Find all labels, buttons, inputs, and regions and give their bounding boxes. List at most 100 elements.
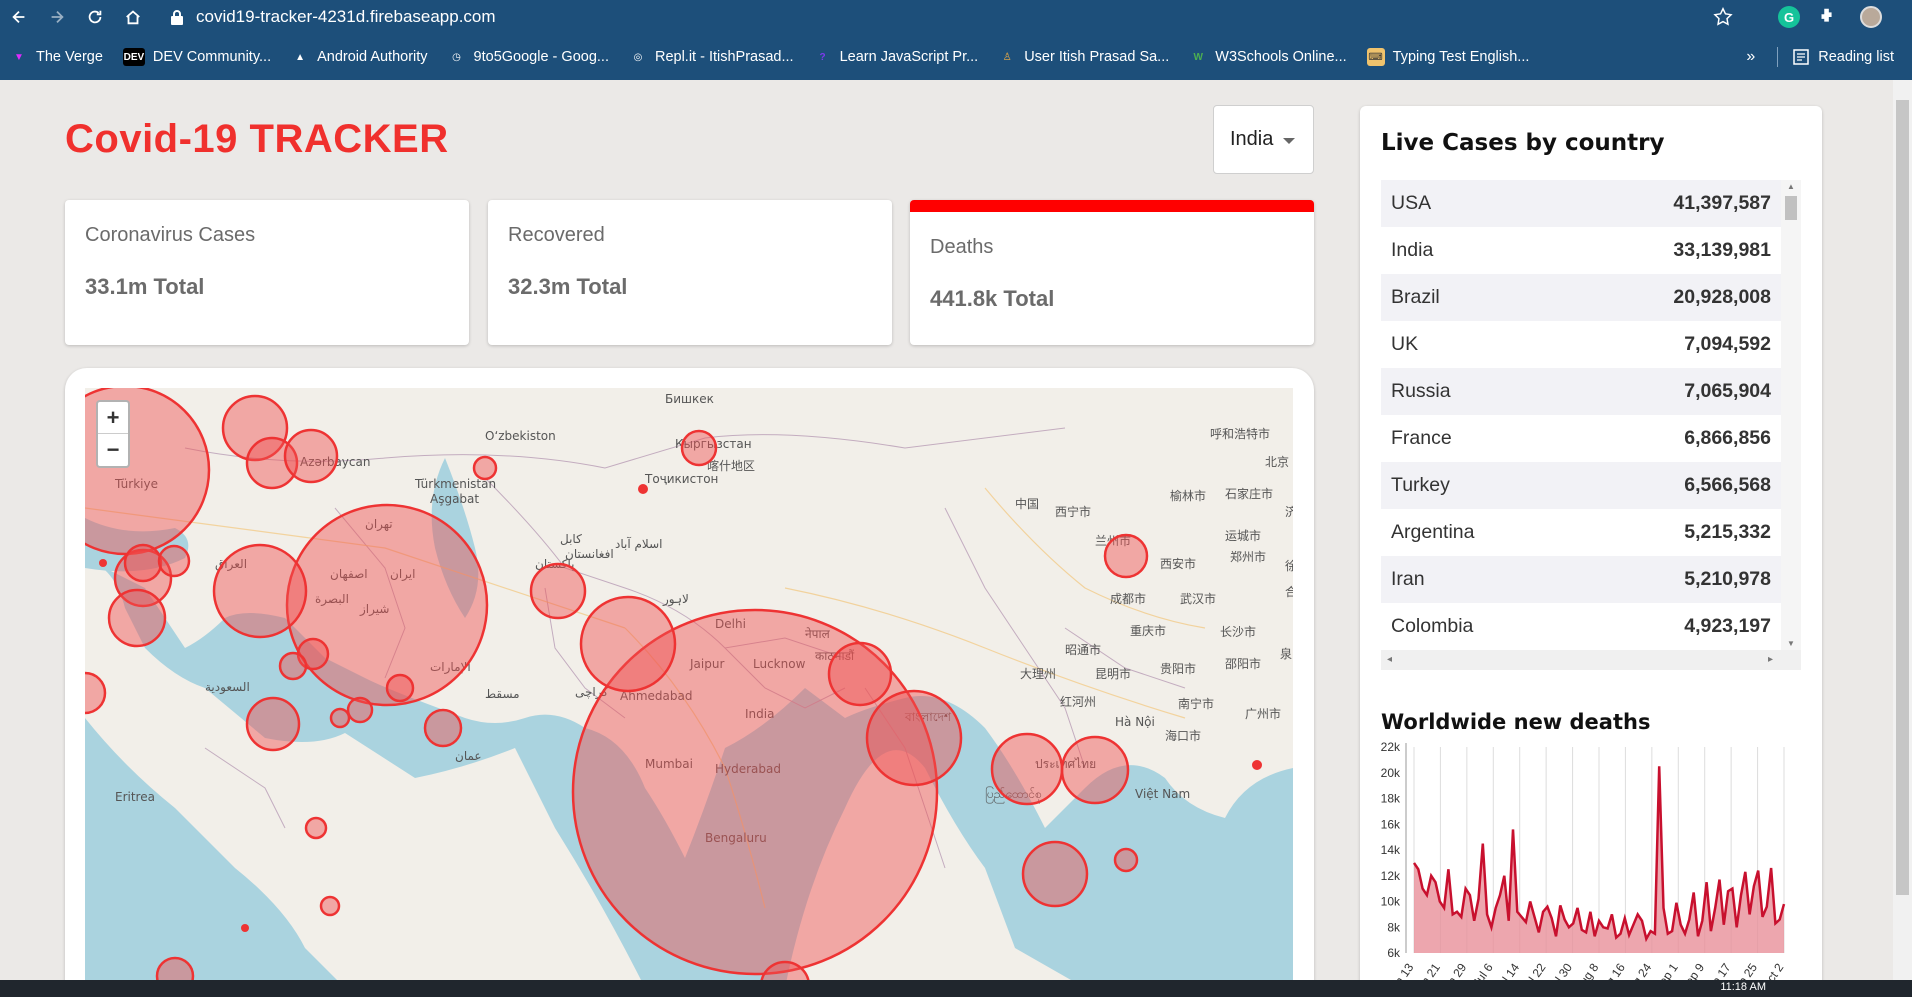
scroll-up-icon[interactable]: ▲ — [1787, 182, 1795, 191]
map-label: افغانستان — [565, 547, 614, 561]
case-circles — [85, 388, 1149, 988]
table-row[interactable]: Brazil 20,928,008 — [1381, 274, 1781, 321]
map-label: 呼和浩特市 — [1210, 426, 1270, 441]
profile-avatar[interactable] — [1860, 6, 1882, 28]
map-label: Delhi — [715, 617, 746, 631]
page-scrollbar[interactable] — [1893, 80, 1912, 997]
case-count: 5,215,332 — [1684, 521, 1771, 543]
cases-table[interactable]: USA 41,397,587 India 33,139,981 Brazil 20,928… — [1381, 180, 1801, 650]
map-label: العراق — [215, 557, 247, 572]
recovered-card[interactable]: Recovered 32.3m Total — [488, 200, 892, 345]
home-button[interactable] — [114, 0, 152, 34]
series-line — [1412, 766, 1786, 943]
case-count: 7,094,592 — [1684, 333, 1771, 355]
map-card: Бишкек Oʻzbekiston Кыргызстан 喀什地区 Türkmenis… — [65, 368, 1314, 997]
pakistan-circle — [579, 595, 677, 693]
table-body: USA 41,397,587 India 33,139,981 Brazil 20,928… — [1381, 180, 1781, 650]
y-tick-label: 8k — [1387, 920, 1401, 934]
bangladesh-circle — [865, 689, 963, 787]
bookmarks-bar: ▼ The Verge DEV DEV Community... ▲ Android … — [0, 34, 1912, 80]
yemen-circle — [304, 816, 328, 840]
map-label: Eritrea — [115, 790, 155, 804]
reload-button[interactable] — [76, 0, 114, 34]
iran-circle — [285, 503, 489, 707]
bookmark-learn-javascript[interactable]: ? Learn JavaScript Pr... — [814, 48, 979, 66]
table-row[interactable]: France 6,866,856 — [1381, 415, 1781, 462]
bookmark-android-authority[interactable]: ▲ Android Authority — [291, 48, 427, 66]
address-bar[interactable]: covid19-tracker-4231d.firebaseapp.com — [170, 3, 1726, 31]
bookmark-the-verge[interactable]: ▼ The Verge — [10, 48, 103, 66]
lebanon-circle — [123, 543, 163, 583]
uae-circle — [385, 673, 415, 703]
china-lanzhou-circle — [1103, 533, 1149, 579]
zoom-out-button[interactable]: − — [106, 437, 120, 462]
map-label: 合 — [1285, 584, 1293, 599]
myanmar-circle — [990, 732, 1064, 806]
scroll-left-icon[interactable]: ◂ — [1387, 654, 1393, 665]
bookmark-dev-community[interactable]: DEV DEV Community... — [122, 48, 272, 66]
9to5google-icon: ◷ — [452, 51, 461, 63]
map-label: 武汉市 — [1180, 591, 1216, 606]
back-arrow-icon — [12, 10, 25, 24]
selected-country: India — [1230, 128, 1274, 150]
country-dropdown[interactable]: India — [1213, 105, 1314, 174]
bookmark-9to5google[interactable]: ◷ 9to5Google - Goog... — [448, 48, 609, 66]
map-label: Türkiye — [114, 477, 158, 491]
table-row[interactable]: Turkey 6,566,568 — [1381, 462, 1781, 509]
kyrgyzstan-circle — [680, 429, 718, 467]
bookmark-replit[interactable]: ◎ Repl.it - ItishPrasad... — [629, 48, 794, 66]
more-bookmarks-button[interactable]: » — [1746, 48, 1756, 65]
bookmark-typing-test[interactable]: ⌨ Typing Test English... — [1366, 48, 1530, 66]
bookmark-star-icon[interactable] — [1712, 6, 1734, 28]
table-row[interactable]: Iran 5,210,978 — [1381, 556, 1781, 603]
nepal-circle — [827, 641, 893, 707]
map-label: Jaipur — [689, 657, 724, 671]
url-text: covid19-tracker-4231d.firebaseapp.com — [196, 7, 496, 26]
table-horizontal-scrollbar[interactable]: ◂ ▸ — [1381, 650, 1801, 670]
scroll-right-icon[interactable]: ▸ — [1767, 654, 1773, 665]
reading-list-button[interactable]: Reading list — [1818, 49, 1894, 65]
country-name: Colombia — [1391, 615, 1474, 637]
egypt-circle — [85, 671, 107, 715]
table-row[interactable]: India 33,139,981 — [1381, 227, 1781, 274]
forward-button[interactable] — [38, 0, 76, 34]
bookmark-user-itish[interactable]: ♙ User Itish Prasad Sa... — [998, 48, 1170, 66]
grammarly-icon[interactable]: G — [1778, 6, 1800, 28]
replit-icon: ◎ — [633, 51, 643, 63]
uzbekistan-circle — [472, 455, 498, 481]
page-scroll-thumb[interactable] — [1896, 100, 1909, 895]
map-label: 济 — [1285, 504, 1293, 519]
cases-card[interactable]: Coronavirus Cases 33.1m Total — [65, 200, 469, 345]
scroll-thumb[interactable] — [1785, 196, 1797, 220]
zoom-in-button[interactable]: + — [98, 402, 128, 434]
extensions-icon[interactable] — [1816, 6, 1838, 28]
scroll-down-icon[interactable]: ▼ — [1787, 639, 1795, 648]
map-label: Hyderabad — [715, 762, 781, 776]
app-title: Covid-19 TRACKER — [65, 117, 449, 161]
country-name: India — [1391, 239, 1434, 261]
map-label: 西安市 — [1160, 556, 1196, 571]
bahrain-circle — [329, 707, 351, 729]
table-row[interactable]: Argentina 5,215,332 — [1381, 509, 1781, 556]
verge-icon: ▼ — [14, 51, 24, 63]
georgia-circle — [221, 394, 289, 462]
table-row[interactable]: Russia 7,065,904 — [1381, 368, 1781, 415]
javascript-icon: ? — [819, 51, 826, 63]
card-value: 33.1m Total — [85, 274, 205, 299]
table-vertical-scrollbar[interactable]: ▲ ▼ — [1781, 180, 1801, 650]
deaths-card[interactable]: Deaths 441.8k Total — [910, 200, 1314, 345]
oman-circle — [423, 708, 463, 748]
y-tick-label: 14k — [1381, 843, 1401, 857]
map-label: 昆明市 — [1095, 666, 1131, 681]
android-authority-icon: ▲ — [295, 51, 306, 63]
map-label: 昭通市 — [1065, 642, 1101, 657]
map-labels: Бишкек Oʻzbekiston Кыргызстан 喀什地区 Türkmenis… — [114, 392, 1293, 845]
world-map[interactable]: Бишкек Oʻzbekiston Кыргызстан 喀什地区 Türkmenis… — [85, 388, 1293, 988]
table-row[interactable]: UK 7,094,592 — [1381, 321, 1781, 368]
back-button[interactable] — [0, 0, 38, 34]
table-row[interactable]: USA 41,397,587 — [1381, 180, 1781, 227]
map-label: বাংলাদেশ — [904, 710, 952, 724]
map-label: 榆林市 — [1170, 488, 1206, 503]
table-row[interactable]: Colombia 4,923,197 — [1381, 603, 1781, 650]
bookmark-w3schools[interactable]: W W3Schools Online... — [1189, 48, 1347, 66]
